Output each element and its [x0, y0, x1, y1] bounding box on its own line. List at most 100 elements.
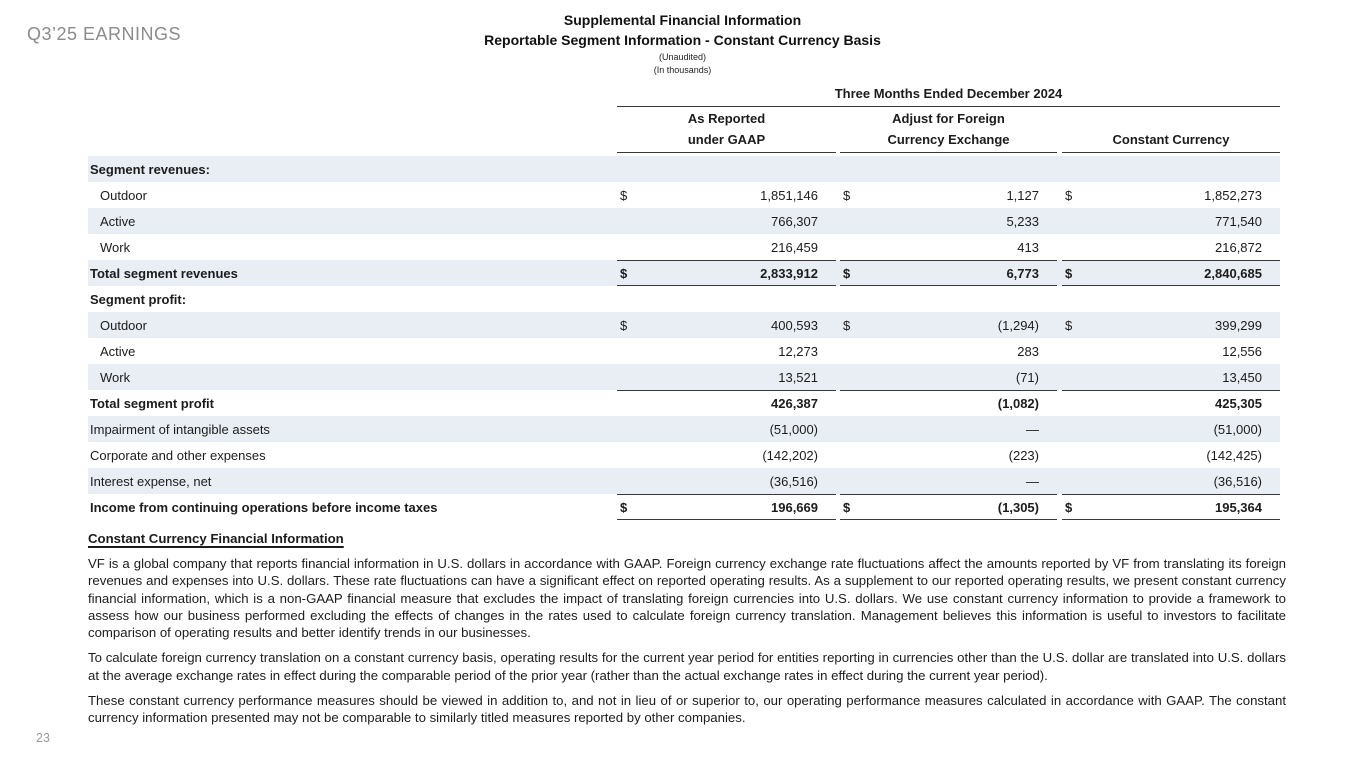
row-label: Interest expense, net — [90, 473, 212, 489]
subtitle-unaudited: (Unaudited) — [658, 51, 707, 62]
cell-fx: (223) — [840, 442, 1057, 468]
cell-value: 771,540 — [1215, 213, 1262, 229]
table-row-active-profit: Active 12,273 283 12,556 — [88, 338, 1280, 364]
cell-value: 6,773 — [1006, 265, 1039, 281]
column-header-spacer — [88, 107, 617, 153]
row-label: Work — [100, 239, 131, 255]
cell-value: 400,593 — [771, 317, 818, 333]
table-row-work-profit: Work 13,521 (71) 13,450 — [88, 364, 1280, 390]
cell-fx: — — [840, 416, 1057, 442]
column-header-gaap-line2: under GAAP — [687, 132, 766, 147]
cell-fx — [840, 156, 1057, 182]
cell-fx: 283 — [840, 338, 1057, 364]
row-label: Outdoor — [100, 317, 147, 333]
cell-value: 2,840,685 — [1204, 265, 1262, 281]
cell-value: 425,305 — [1215, 396, 1262, 411]
cell-fx: 5,233 — [840, 208, 1057, 234]
cell-fx: $6,773 — [840, 260, 1057, 286]
cell-fx — [840, 286, 1057, 312]
notes-paragraph-2: To calculate foreign currency translatio… — [88, 650, 1286, 683]
page-title-line2: Reportable Segment Information - Constan… — [484, 32, 881, 49]
cell-fx: $ (1,305) — [840, 494, 1057, 520]
cell-value: 766,307 — [771, 213, 818, 229]
cell-constant: $195,364 — [1062, 494, 1280, 520]
cell-constant: 12,556 — [1062, 338, 1280, 364]
cell-fx: $1,127 — [840, 182, 1057, 208]
table-row-total-segment-revenues: Total segment revenues $2,833,912 $6,773… — [88, 260, 1280, 286]
cell-gaap: $1,851,146 — [617, 182, 836, 208]
cell-value: (223) — [1008, 447, 1039, 463]
cell-value: 399,299 — [1215, 317, 1262, 333]
table-row-outdoor-revenue: Outdoor $1,851,146 $1,127 $1,852,273 — [88, 182, 1280, 208]
segment-table: Three Months Ended December 2024 As Repo… — [88, 86, 1280, 520]
cell-value: — — [1026, 473, 1039, 489]
cell-value: (71) — [1015, 369, 1039, 385]
cell-value: (36,516) — [769, 473, 818, 489]
cell-value: 195,364 — [1215, 499, 1262, 515]
row-label: Active — [100, 343, 136, 359]
table-row-work-revenue: Work 216,459 413 216,872 — [88, 234, 1280, 260]
column-header-fx: Adjust for Foreign Currency Exchange — [840, 107, 1057, 153]
cell-gaap: 13,521 — [617, 364, 836, 390]
notes-section: Constant Currency Financial Information … — [88, 531, 1286, 735]
cell-gaap: 766,307 — [617, 208, 836, 234]
notes-heading: Constant Currency Financial Information — [88, 531, 344, 546]
cell-value: (1,305) — [997, 499, 1039, 515]
cell-fx: (71) — [840, 364, 1057, 390]
table-row-outdoor-profit: Outdoor $400,593 $ (1,294) $399,299 — [88, 312, 1280, 338]
cell-gaap: 426,387 — [617, 390, 836, 416]
row-label: Income from continuing operations before… — [90, 499, 438, 515]
row-label: Total segment revenues — [90, 265, 238, 281]
row-label: Work — [100, 369, 131, 385]
cell-constant: 13,450 — [1062, 364, 1280, 390]
cell-gaap: $2,833,912 — [617, 260, 836, 286]
cell-fx: — — [840, 468, 1057, 494]
dollar-sign: $ — [1065, 187, 1073, 203]
page-title-line1: Supplemental Financial Information — [563, 12, 802, 28]
period-header: Three Months Ended December 2024 — [617, 86, 1280, 107]
row-label: Segment profit: — [90, 291, 187, 307]
brand-label: Q3’25 EARNINGS — [27, 24, 182, 44]
cell-value: (1,294) — [997, 317, 1039, 333]
cell-constant — [1062, 286, 1280, 312]
cell-value: 216,459 — [771, 239, 818, 255]
dollar-sign: $ — [843, 317, 851, 333]
cell-constant: (142,425) — [1062, 442, 1280, 468]
cell-constant: $399,299 — [1062, 312, 1280, 338]
cell-value: 426,387 — [771, 396, 818, 411]
table-row-income-before-taxes: Income from continuing operations before… — [88, 494, 1280, 520]
table-row-segment-revenues-header: Segment revenues: — [88, 156, 1280, 182]
cell-value: (142,425) — [1206, 447, 1262, 463]
dollar-sign: $ — [620, 499, 628, 515]
table-column-header-row: As Reported under GAAP Adjust for Foreig… — [88, 107, 1280, 153]
cell-constant: (51,000) — [1062, 416, 1280, 442]
row-label: Segment revenues: — [90, 161, 210, 177]
table-row-impairment: Impairment of intangible assets (51,000)… — [88, 416, 1280, 442]
cell-value: 2,833,912 — [760, 265, 818, 281]
cell-value: 1,852,273 — [1204, 187, 1262, 203]
cell-constant: $1,852,273 — [1062, 182, 1280, 208]
cell-gaap — [617, 286, 836, 312]
cell-value: 283 — [1017, 343, 1039, 359]
period-header-spacer — [88, 86, 617, 107]
cell-gaap: (51,000) — [617, 416, 836, 442]
cell-gaap: (142,202) — [617, 442, 836, 468]
cell-gaap: 12,273 — [617, 338, 836, 364]
cell-constant: $2,840,685 — [1062, 260, 1280, 286]
cell-value: 12,273 — [778, 343, 818, 359]
dollar-sign: $ — [1065, 499, 1073, 515]
cell-value: (142,202) — [762, 447, 818, 463]
table-row-active-revenue: Active 766,307 5,233 771,540 — [88, 208, 1280, 234]
dollar-sign: $ — [843, 187, 851, 203]
cell-value: 13,450 — [1222, 369, 1262, 385]
cell-value: 196,669 — [771, 499, 818, 515]
cell-value: 5,233 — [1006, 213, 1039, 229]
row-label: Corporate and other expenses — [90, 447, 266, 463]
dollar-sign: $ — [843, 265, 851, 281]
row-label: Total segment profit — [90, 395, 214, 411]
cell-value: 1,851,146 — [760, 187, 818, 203]
cell-value: 1,127 — [1006, 187, 1039, 203]
dollar-sign: $ — [1065, 265, 1073, 281]
dollar-sign: $ — [620, 317, 628, 333]
row-label: Impairment of intangible assets — [90, 421, 270, 437]
